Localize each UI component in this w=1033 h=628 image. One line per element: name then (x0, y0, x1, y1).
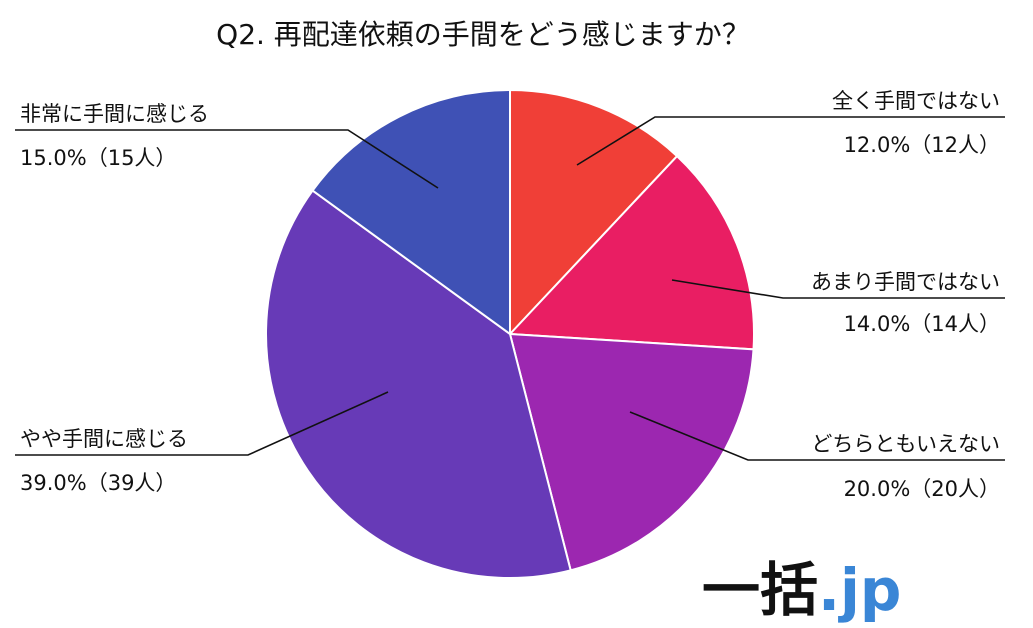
logo-suffix-text: .jp (818, 556, 901, 624)
slice-label-1: 全く手間ではない (832, 89, 1000, 113)
slice-labels: 全く手間ではない 12.0%（12人） あまり手間ではない 14.0%（14人）… (20, 89, 1000, 501)
slice-value-5: 15.0%（15人） (20, 146, 176, 170)
pie-slice-2 (507, 154, 755, 351)
pie-slice-3 (508, 332, 755, 572)
slice-label-5: 非常に手間に感じる (20, 102, 209, 126)
slice-value-4: 39.0%（39人） (20, 471, 176, 495)
leader-line-slice-4 (15, 391, 389, 456)
leader-line-slice-3 (629, 411, 1005, 461)
slice-value-1: 12.0%（12人） (844, 133, 1000, 157)
slice-label-3: どちらともいえない (811, 432, 1000, 456)
leader-line-slice-1 (576, 116, 1005, 166)
leader-line-slice-5 (15, 129, 439, 189)
slice-label-2: あまり手間ではない (811, 270, 1000, 294)
leader-lines (15, 116, 1005, 461)
logo-main-text: 一括 (702, 556, 818, 624)
slice-value-2: 14.0%（14人） (844, 312, 1000, 336)
chart-title: Q2. 再配達依頼の手間をどう感じますか？ (216, 18, 750, 51)
svg-text:一括.jp: 一括.jp (702, 556, 901, 624)
pie-slice-4 (265, 189, 572, 579)
leader-line-slice-2 (671, 279, 1005, 299)
pie-slices (265, 88, 755, 579)
logo: 一括.jp (702, 556, 901, 624)
pie-slice-1 (509, 88, 679, 337)
pie-slice-5 (311, 88, 511, 336)
slice-value-3: 20.0%（20人） (844, 477, 1000, 501)
slice-label-4: やや手間に感じる (20, 427, 188, 451)
